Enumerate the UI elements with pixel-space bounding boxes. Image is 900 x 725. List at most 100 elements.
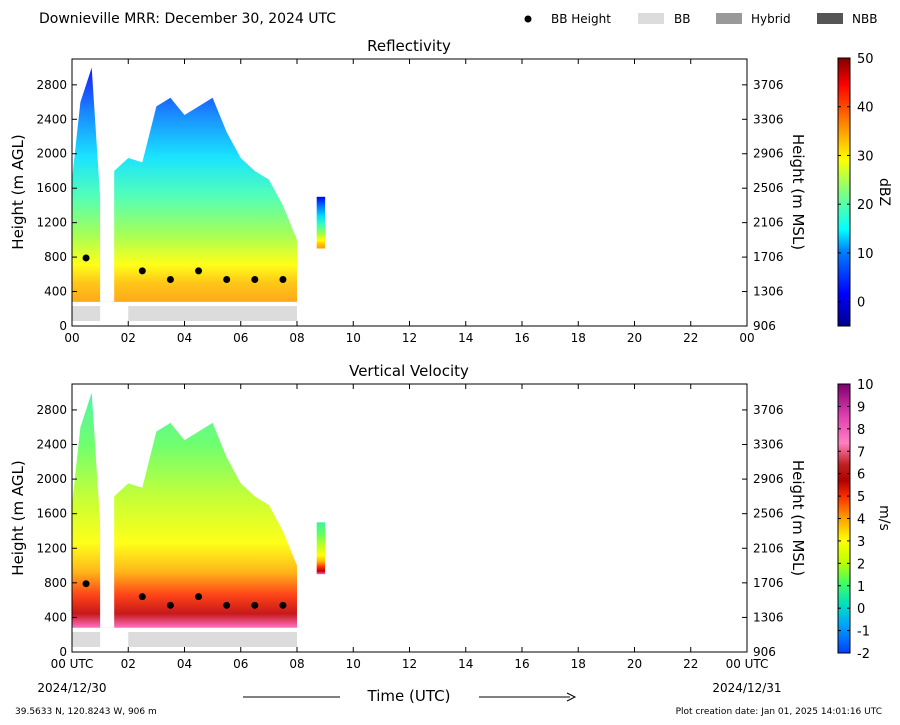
velocity-bb-height-point [138,593,146,601]
reflectivity-ticks: 00 02 04 06 08 10 12 14 16 18 20 22 0004008001200160… [36,59,784,345]
velocity-x-tick-label: 00 UTC [51,657,94,671]
reflectivity-colorbar-tick-label: 0 [857,296,865,311]
reflectivity-bb-height-point [251,275,259,283]
reflectivity-y-tick-label: 2800 [36,78,67,92]
velocity-colorbar-tick-label: -1 [857,625,870,640]
velocity-x-tick-label: 04 [177,657,192,671]
velocity-colorbar-label: m/s [876,505,892,531]
velocity-colorbar-tick-label: 2 [857,557,865,572]
velocity-x-tick-label: 10 [346,657,361,671]
velocity-bb-height-point [251,601,259,609]
velocity-bb-height-point [82,580,90,588]
reflectivity-x-tick-label: 10 [346,331,361,345]
reflectivity-colorbar-tick-label: 10 [857,247,874,262]
velocity-x-tick-label: 08 [289,657,304,671]
velocity-colorbar-tick-label: 10 [857,378,874,393]
header-legend: BB Height BB Hybrid NBB [524,12,877,26]
velocity-bb-height-point [195,593,203,601]
velocity-ylabel-right: Height (m MSL) [789,460,807,576]
velocity-y-tick-label-right: 1306 [753,610,784,624]
time-arrow-head-icon [566,692,577,702]
velocity-colorbar-tick-label: 1 [857,580,865,595]
reflectivity-x-tick-label: 14 [458,331,473,345]
velocity-y-tick-label: 400 [44,610,67,624]
velocity-y-tick-label: 1600 [36,507,67,521]
reflectivity-data-gap [100,153,115,302]
station-location: 39.5633 N, 120.8243 W, 906 m [15,707,157,717]
reflectivity-x-tick-label: 22 [683,331,698,345]
reflectivity-y-tick-label: 1600 [36,181,67,195]
time-axis-label: Time (UTC) [367,687,451,705]
velocity-y-tick-label: 800 [44,576,67,590]
dbz-colorbar-ticks: 0 10 20 30 40 50 [838,52,874,311]
legend-nbb-label: NBB [852,12,877,26]
reflectivity-bb-height-point [82,254,90,262]
reflectivity-x-tick-label: 00 [64,331,79,345]
reflectivity-y-tick-label: 800 [44,250,67,264]
velocity-data [72,392,326,647]
velocity-bb-height-point [279,601,287,609]
reflectivity-x-tick-label: 18 [571,331,586,345]
reflectivity-x-tick-label: 02 [121,331,136,345]
reflectivity-y-tick-label-right: 906 [753,319,776,333]
velocity-y-tick-label: 2000 [36,472,67,486]
velocity-data-gap [100,479,115,628]
reflectivity-colorbar-tick-label: 20 [857,198,874,213]
reflectivity-bb-height-point [279,275,287,283]
reflectivity-colorbar-tick-label: 30 [857,149,874,164]
legend-nbb-swatch [817,13,843,24]
velocity-ticks: 00 UTC 02 04 06 08 10 12 14 16 18 20 22 00 UTC040080… [36,384,784,671]
reflectivity-ylabel: Height (m AGL) [9,134,27,249]
reflectivity-x-tick-label: 12 [402,331,417,345]
reflectivity-x-tick-label: 04 [177,331,192,345]
reflectivity-y-tick-label: 400 [44,285,67,299]
figure-title: Downieville MRR: December 30, 2024 UTC [39,11,336,27]
start-date-label: 2024/12/30 [37,681,106,695]
dbz-colorbar-label: dBZ [876,178,892,206]
velocity-y-tick-label-right: 906 [753,645,776,659]
velocity-y-tick-label: 2400 [36,438,67,452]
legend-hybrid-swatch [716,13,742,24]
velocity-colorbar-tick-label: -2 [857,647,870,662]
velocity-x-tick-label: 02 [121,657,136,671]
reflectivity-y-tick-label-right: 1706 [753,250,784,264]
reflectivity-y-tick-label-right: 2506 [753,181,784,195]
velocity-ylabel: Height (m AGL) [9,460,27,575]
reflectivity-colorbar-tick-label: 40 [857,101,874,116]
reflectivity-data [72,67,326,321]
velocity-y-tick-label-right: 3706 [753,403,784,417]
velocity-y-tick-label-right: 3306 [753,438,784,452]
reflectivity-y-tick-label: 1200 [36,216,67,230]
reflectivity-bb-height-point [195,267,203,275]
velocity-x-tick-label: 22 [683,657,698,671]
reflectivity-x-tick-label: 08 [289,331,304,345]
reflectivity-isolated-echo [316,196,326,249]
velocity-colorbar-tick-label: 8 [857,423,865,438]
reflectivity-bb-height-point [138,267,146,275]
reflectivity-bb-segment [72,306,101,321]
velocity-colorbar-tick-label: 9 [857,400,865,415]
reflectivity-x-tick-label: 06 [233,331,248,345]
reflectivity-panel: Reflectivity 00 02 04 06 08 10 12 14 16 18 20 22 000… [9,37,892,345]
legend-bb-swatch [638,13,664,24]
dbz-colorbar [837,57,851,327]
velocity-y-tick-label-right: 2106 [753,541,784,555]
velocity-x-tick-label: 12 [402,657,417,671]
legend-bb-label: BB [674,12,690,26]
velocity-y-tick-label-right: 1706 [753,576,784,590]
velocity-colorbar-tick-label: 0 [857,602,865,617]
reflectivity-title: Reflectivity [367,37,451,55]
velocity-x-tick-label: 20 [627,657,642,671]
velocity-y-tick-label-right: 2506 [753,507,784,521]
velocity-colorbar-tick-label: 3 [857,535,865,550]
reflectivity-x-tick-label: 00 [739,331,754,345]
velocity-title: Vertical Velocity [349,362,469,380]
velocity-colorbar-tick-label: 4 [857,513,865,528]
velocity-x-tick-label: 06 [233,657,248,671]
legend-bb-height-marker [524,15,532,23]
velocity-y-tick-label: 1200 [36,541,67,555]
velocity-bb-segment [72,632,101,647]
velocity-x-tick-label: 18 [571,657,586,671]
reflectivity-ylabel-right: Height (m MSL) [789,134,807,250]
